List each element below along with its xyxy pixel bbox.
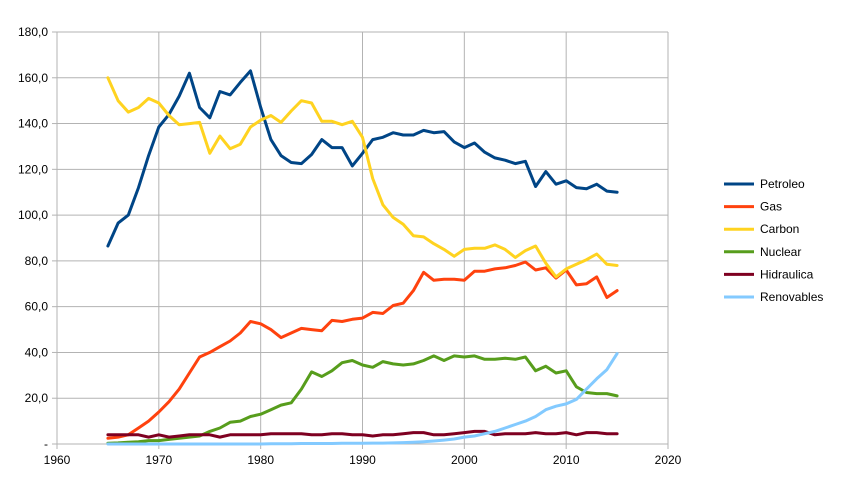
y-tick-label: - [44, 437, 48, 451]
y-tick-label: 180,0 [18, 25, 48, 39]
series-lines [106, 69, 619, 446]
series-line-hidraulica [106, 429, 619, 439]
y-tick-label: 80,0 [25, 254, 49, 268]
y-tick-label: 100,0 [18, 208, 48, 222]
x-tick-label: 1960 [44, 453, 71, 467]
x-axis-tick-labels: 1960 1970 1980 1990 2000 2010 2020 [44, 453, 682, 467]
series-line-carbon [106, 76, 619, 279]
legend-label-petroleo: Petroleo [760, 177, 805, 191]
x-tick-label: 1980 [247, 453, 274, 467]
x-tick-label: 2020 [655, 453, 682, 467]
legend-label-carbon: Carbon [760, 222, 799, 236]
x-tick-label: 2010 [553, 453, 580, 467]
y-tick-label: 20,0 [25, 391, 49, 405]
gridlines [57, 31, 669, 444]
y-axis-tick-labels: - 20,0 40,0 60,0 80,0 100,0 120,0 140,0 160,0 180… [18, 25, 48, 451]
y-tick-label: 160,0 [18, 71, 48, 85]
y-tick-label: 40,0 [25, 345, 49, 359]
x-tick-label: 1990 [349, 453, 376, 467]
legend: Petroleo Gas Carbon Nuclear Hidraulica Renova… [724, 177, 823, 304]
x-tick-label: 1970 [145, 453, 172, 467]
legend-label-gas: Gas [760, 200, 782, 214]
y-tick-label: 120,0 [18, 162, 48, 176]
series-line-renovables [106, 352, 619, 446]
series-line-petroleo [106, 69, 619, 248]
series-line-nuclear [106, 354, 619, 445]
legend-label-hidraulica: Hidraulica [760, 267, 814, 281]
legend-label-nuclear: Nuclear [760, 245, 801, 259]
series-line-gas [106, 260, 619, 440]
legend-label-renovables: Renovables [760, 290, 823, 304]
y-tick-label: 60,0 [25, 300, 49, 314]
x-tick-label: 2000 [451, 453, 478, 467]
y-tick-label: 140,0 [18, 117, 48, 131]
